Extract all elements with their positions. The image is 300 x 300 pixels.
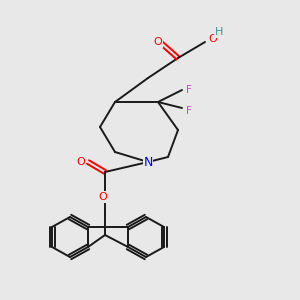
Text: N: N [143, 155, 153, 169]
Text: O: O [208, 34, 217, 44]
Text: O: O [154, 37, 162, 47]
Text: H: H [215, 27, 223, 37]
Text: F: F [186, 85, 192, 95]
Text: F: F [186, 106, 192, 116]
Text: O: O [76, 157, 85, 167]
Text: O: O [99, 192, 107, 202]
